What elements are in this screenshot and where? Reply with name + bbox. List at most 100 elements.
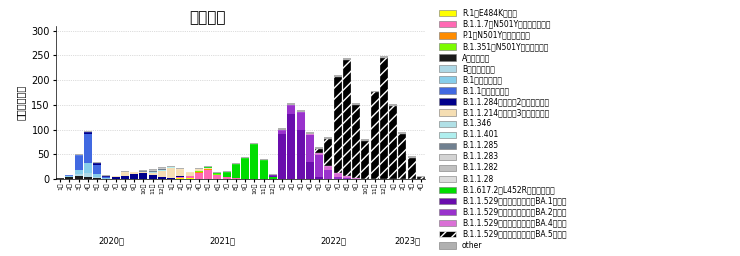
Bar xyxy=(102,176,110,177)
Bar xyxy=(204,166,212,167)
Bar xyxy=(139,170,147,171)
Bar xyxy=(241,157,249,158)
Text: B.1.1.7（N501Y　アルファ株）: B.1.1.7（N501Y アルファ株） xyxy=(462,20,551,29)
Bar xyxy=(84,173,92,177)
Bar xyxy=(232,163,240,164)
Bar xyxy=(213,174,221,175)
Bar xyxy=(130,174,138,179)
Bar xyxy=(84,131,92,132)
Text: B.1.1.283: B.1.1.283 xyxy=(462,152,498,162)
Bar xyxy=(213,173,221,174)
Bar xyxy=(278,134,286,179)
Bar xyxy=(167,168,175,178)
Bar xyxy=(389,106,397,179)
Bar xyxy=(371,91,379,92)
Bar xyxy=(250,144,258,179)
Bar xyxy=(380,56,388,58)
Bar xyxy=(93,162,101,163)
Bar xyxy=(398,134,406,179)
Text: B.1.1.401: B.1.1.401 xyxy=(462,130,498,139)
Bar xyxy=(167,166,175,167)
Bar xyxy=(149,172,157,173)
Bar xyxy=(158,177,166,179)
Bar xyxy=(417,177,425,179)
Bar xyxy=(352,103,360,105)
Bar xyxy=(149,170,157,171)
Bar xyxy=(315,177,323,179)
Bar xyxy=(121,172,129,176)
Bar xyxy=(417,176,425,177)
Bar xyxy=(223,177,231,179)
Bar xyxy=(139,171,147,172)
Bar xyxy=(315,149,323,153)
Bar xyxy=(269,175,277,177)
Bar xyxy=(334,177,342,179)
Bar xyxy=(149,171,157,172)
Bar xyxy=(75,174,83,176)
Bar xyxy=(186,178,194,179)
FancyBboxPatch shape xyxy=(439,110,456,116)
Text: B（欧州系統）: B（欧州系統） xyxy=(462,64,495,73)
Bar xyxy=(167,167,175,168)
FancyBboxPatch shape xyxy=(439,43,456,50)
Bar xyxy=(56,178,64,179)
Bar xyxy=(213,172,221,173)
FancyBboxPatch shape xyxy=(439,32,456,38)
Text: A（武漢株）: A（武漢株） xyxy=(462,53,491,62)
Bar xyxy=(158,171,166,177)
Bar xyxy=(343,178,351,179)
Bar xyxy=(149,173,157,175)
Bar xyxy=(287,114,295,179)
Bar xyxy=(306,162,314,179)
Bar xyxy=(84,163,92,173)
Text: R.1（E484K単独）: R.1（E484K単独） xyxy=(462,9,517,18)
Bar xyxy=(250,143,258,144)
Bar xyxy=(352,105,360,178)
Bar xyxy=(158,168,166,169)
FancyBboxPatch shape xyxy=(439,242,456,249)
Bar xyxy=(112,177,120,179)
Text: 2023年: 2023年 xyxy=(394,237,420,246)
Bar xyxy=(343,58,351,60)
Bar xyxy=(297,112,305,130)
Bar xyxy=(398,132,406,134)
FancyBboxPatch shape xyxy=(439,132,456,138)
Bar xyxy=(389,104,397,106)
Bar xyxy=(102,177,110,178)
Text: B.1.1.284（国内第2波主流系統）: B.1.1.284（国内第2波主流系統） xyxy=(462,97,549,106)
Bar xyxy=(167,178,175,179)
FancyBboxPatch shape xyxy=(439,143,456,149)
Bar xyxy=(241,158,249,179)
Bar xyxy=(149,169,157,170)
Bar xyxy=(93,165,101,174)
Bar xyxy=(176,176,184,177)
Bar xyxy=(176,177,184,178)
Bar xyxy=(232,164,240,178)
FancyBboxPatch shape xyxy=(439,231,456,238)
Bar xyxy=(361,141,369,179)
Text: B.1.1.282: B.1.1.282 xyxy=(462,164,498,173)
Bar xyxy=(195,169,203,171)
Bar xyxy=(65,175,73,176)
Bar xyxy=(334,77,342,173)
Bar xyxy=(130,172,138,174)
Bar xyxy=(334,173,342,177)
Bar xyxy=(186,172,194,176)
Bar xyxy=(204,167,212,168)
Bar xyxy=(223,171,231,172)
Bar xyxy=(84,132,92,134)
Bar xyxy=(324,170,332,179)
FancyBboxPatch shape xyxy=(439,220,456,227)
Bar xyxy=(269,174,277,175)
Bar xyxy=(112,176,120,177)
Text: B.1.1（欧州系統）: B.1.1（欧州系統） xyxy=(462,86,509,95)
Text: other: other xyxy=(462,241,482,250)
Text: B.1.1.529（オミクロン株　BA.2系統）: B.1.1.529（オミクロン株 BA.2系統） xyxy=(462,208,567,217)
Bar xyxy=(260,160,268,179)
Bar xyxy=(139,172,147,173)
Bar xyxy=(75,154,83,155)
Bar xyxy=(65,176,73,177)
Text: B.1（欧州系統）: B.1（欧州系統） xyxy=(462,75,502,84)
Bar xyxy=(324,137,332,138)
FancyBboxPatch shape xyxy=(439,187,456,193)
